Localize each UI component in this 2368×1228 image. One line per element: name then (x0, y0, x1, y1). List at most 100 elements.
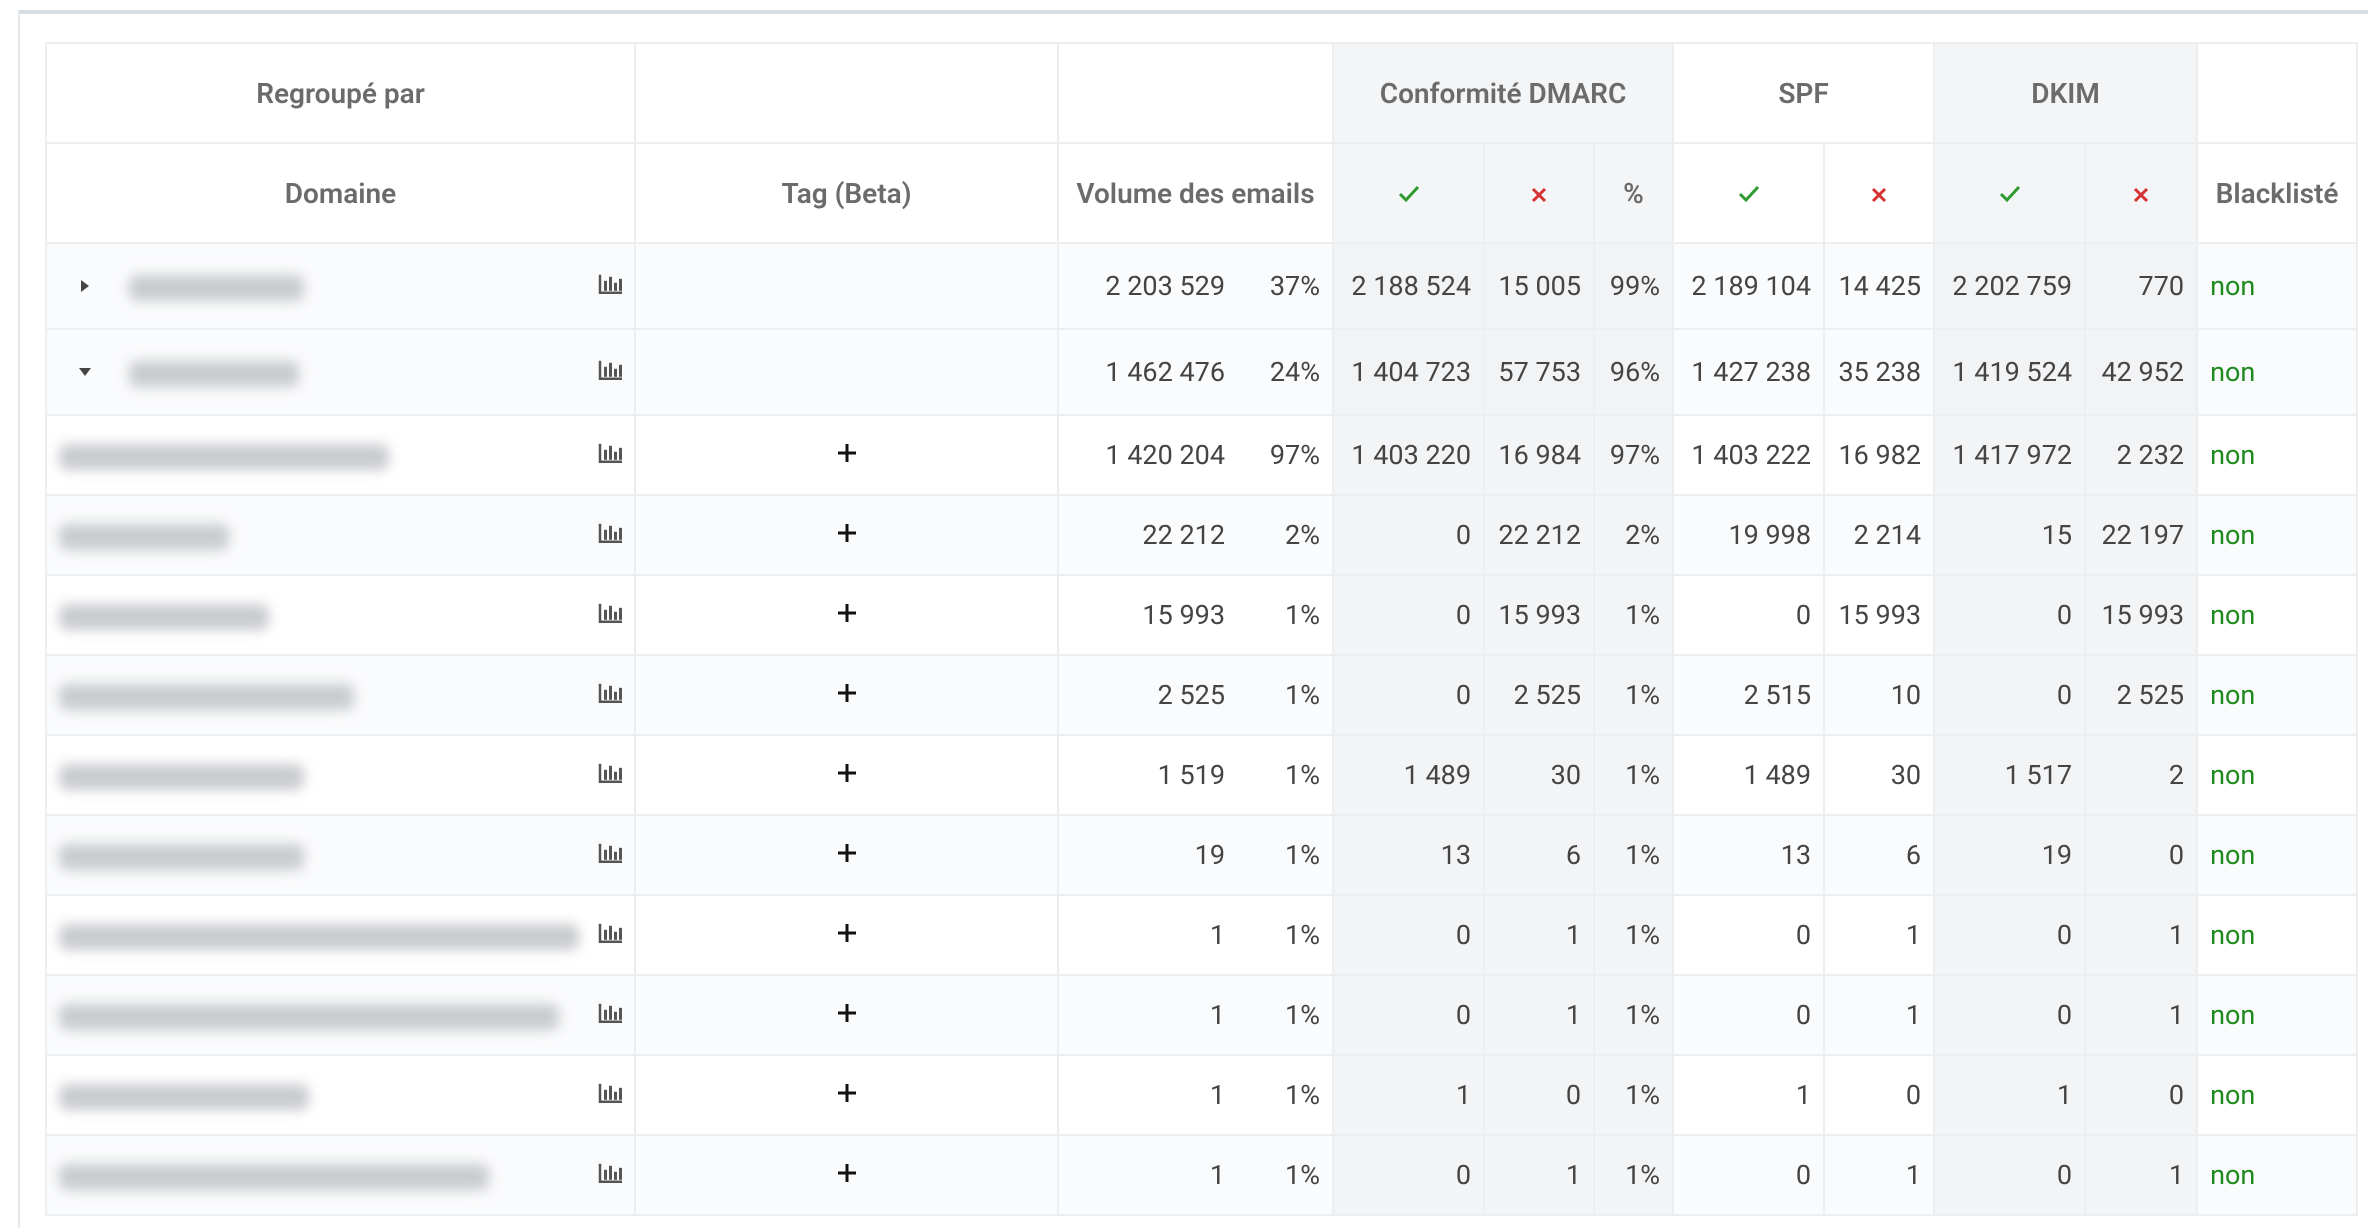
domain-cell (45, 414, 636, 496)
blacklisted: non (2196, 414, 2359, 496)
fail-icon[interactable] (1823, 142, 1936, 244)
spf-fail: 30 (1823, 734, 1936, 816)
chart-icon[interactable] (598, 522, 624, 544)
dkim-pass: 15 (1933, 494, 2087, 576)
spf-pass: 13 (1672, 814, 1826, 896)
spf-fail: 2 214 (1823, 494, 1936, 576)
dkim-fail: 0 (2084, 1054, 2199, 1136)
tag-cell (634, 654, 1059, 736)
blurred-domain (59, 443, 389, 470)
chart-icon[interactable] (598, 602, 624, 624)
blurred-domain (129, 360, 299, 387)
domain-header[interactable]: Domaine (45, 142, 636, 244)
dkim-pass: 2 202 759 (1933, 242, 2087, 330)
add-tag[interactable] (836, 1082, 858, 1104)
volume-share: 2% (1285, 519, 1320, 551)
add-tag[interactable] (836, 762, 858, 784)
spf-fail: 1 (1823, 894, 1936, 976)
dmarc-pass: 1 404 723 (1332, 328, 1485, 416)
tag-cell (634, 574, 1059, 656)
empty-header (634, 42, 1059, 144)
dmarc-pct: 2% (1592, 494, 1675, 576)
spf-pass: 0 (1672, 974, 1826, 1056)
dkim-fail: 42 952 (2084, 328, 2199, 416)
chart-icon[interactable] (598, 442, 624, 464)
dmarc-pct: 99% (1592, 242, 1675, 330)
domain-cell (45, 1134, 636, 1216)
child-row: 1 1% 0 1 1% 0 1 0 1 non (45, 894, 2359, 976)
dkim-fail: 2 232 (2084, 414, 2199, 496)
dmarc-pass: 2 188 524 (1332, 242, 1485, 330)
check-icon (1738, 185, 1759, 202)
pass-icon[interactable] (1672, 142, 1826, 244)
dkim-pass: 0 (1933, 654, 2087, 736)
add-tag[interactable] (836, 1002, 858, 1024)
dmarc-fail: 1 (1483, 974, 1595, 1056)
volume-cell: 2 203 529 37% (1057, 242, 1334, 330)
table-body: 2 203 529 37% 2 188 524 15 005 99% 2 189 104 1… (45, 242, 2359, 1216)
chart-icon[interactable] (598, 842, 624, 864)
tag-cell (634, 814, 1059, 896)
spf-pass: 19 998 (1672, 494, 1826, 576)
dkim-header: DKIM (1933, 42, 2199, 144)
chart-icon[interactable] (598, 922, 624, 944)
blurred-domain (59, 683, 354, 710)
dmarc-pass: 1 403 220 (1332, 414, 1485, 496)
chart-icon[interactable] (598, 1082, 624, 1104)
child-row: 15 993 1% 0 15 993 1% 0 15 993 0 15 993 non (45, 574, 2359, 656)
chart-icon[interactable] (598, 273, 624, 295)
dmarc-pct: 1% (1592, 654, 1675, 736)
add-tag[interactable] (836, 442, 858, 464)
add-tag[interactable] (836, 922, 858, 944)
spf-fail: 16 982 (1823, 414, 1936, 496)
volume-header[interactable]: Volume des emails (1057, 142, 1334, 244)
chart-icon[interactable] (598, 762, 624, 784)
domain-cell (45, 894, 636, 976)
dmarc-pass: 0 (1332, 574, 1485, 656)
volume-cell: 15 993 1% (1057, 574, 1334, 656)
expand-toggle[interactable] (77, 278, 93, 294)
volume: 1 (1209, 1079, 1225, 1111)
add-tag[interactable] (836, 602, 858, 624)
spf-fail: 1 (1823, 1134, 1936, 1216)
volume-share: 1% (1285, 679, 1320, 711)
dkim-fail: 0 (2084, 814, 2199, 896)
pct-header[interactable]: % (1592, 142, 1675, 244)
cross-icon (2133, 187, 2149, 202)
add-tag[interactable] (836, 682, 858, 704)
pass-icon[interactable] (1332, 142, 1485, 244)
chart-icon[interactable] (598, 682, 624, 704)
spf-fail: 14 425 (1823, 242, 1936, 330)
chart-icon[interactable] (598, 1162, 624, 1184)
volume-cell: 19 1% (1057, 814, 1334, 896)
volume-share: 1% (1285, 599, 1320, 631)
blacklisted: non (2196, 328, 2359, 416)
volume: 1 (1209, 999, 1225, 1031)
dmarc-pct: 1% (1592, 894, 1675, 976)
chart-icon[interactable] (598, 359, 624, 381)
panel (18, 10, 2368, 1228)
fail-icon[interactable] (2084, 142, 2199, 244)
add-tag[interactable] (836, 842, 858, 864)
spf-pass: 1 427 238 (1672, 328, 1826, 416)
spf-pass: 2 515 (1672, 654, 1826, 736)
dmarc-header: Conformité DMARC (1331, 42, 1675, 144)
blacklisted-header[interactable]: Blacklisté (2196, 142, 2359, 244)
spf-pass: 0 (1672, 894, 1826, 976)
group-row: 2 203 529 37% 2 188 524 15 005 99% 2 189 104 1… (45, 242, 2359, 330)
dmarc-fail: 22 212 (1483, 494, 1595, 576)
volume: 1 (1209, 1159, 1225, 1191)
fail-icon[interactable] (1483, 142, 1595, 244)
chart-icon[interactable] (598, 1002, 624, 1024)
add-tag[interactable] (836, 1162, 858, 1184)
cross-icon (1531, 187, 1547, 202)
tag-header[interactable]: Tag (Beta) (634, 142, 1059, 244)
expand-toggle[interactable] (77, 364, 93, 380)
add-tag[interactable] (836, 522, 858, 544)
pass-icon[interactable] (1933, 142, 2087, 244)
tag-cell (634, 974, 1059, 1056)
volume-cell: 1 1% (1057, 1134, 1334, 1216)
dmarc-fail: 1 (1483, 894, 1595, 976)
dmarc-pass: 0 (1332, 974, 1485, 1056)
